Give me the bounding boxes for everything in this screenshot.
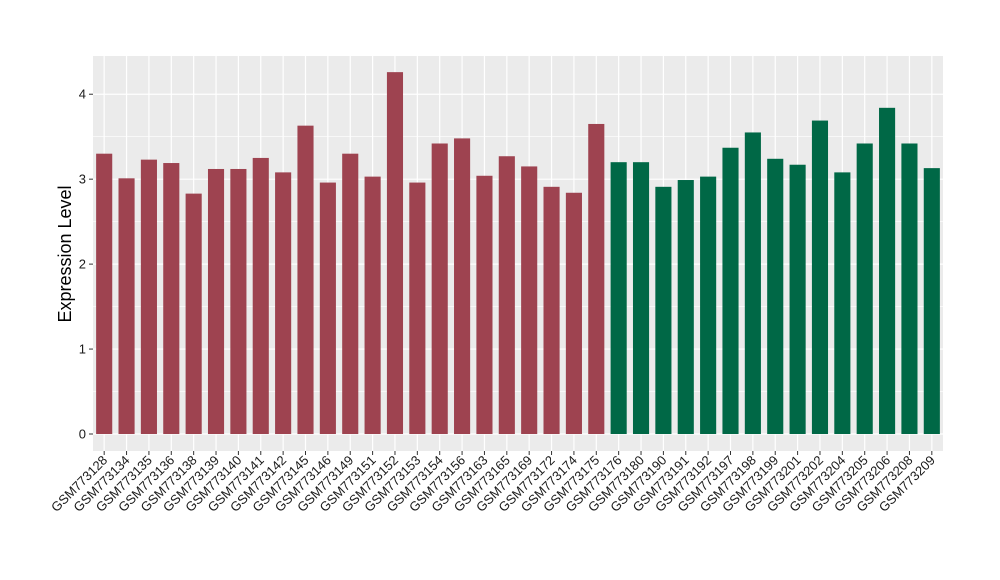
bar-GSM773134 (118, 178, 135, 435)
y-tick-label: 1 (79, 342, 86, 357)
bar-GSM773156 (454, 138, 471, 435)
bars (96, 72, 940, 435)
bar-GSM773140 (230, 168, 247, 435)
bar-GSM773175 (588, 123, 605, 435)
bar-GSM773208 (901, 143, 918, 435)
bar-GSM773142 (275, 172, 292, 435)
y-tick-label: 4 (79, 87, 86, 102)
bar-GSM773180 (632, 162, 650, 435)
bar-GSM773192 (700, 176, 717, 435)
bar-GSM773206 (879, 107, 896, 435)
bar-GSM773141 (252, 157, 269, 435)
y-tick-label: 3 (79, 172, 86, 187)
bar-GSM773136 (163, 163, 180, 435)
bar-GSM773172 (543, 186, 560, 435)
bar-GSM773139 (207, 168, 225, 435)
bar-GSM773165 (498, 156, 515, 435)
bar-GSM773198 (744, 132, 761, 435)
y-tick-label: 2 (79, 257, 86, 272)
bar-GSM773151 (364, 176, 381, 435)
bar-GSM773154 (431, 143, 448, 435)
bar-GSM773202 (811, 120, 829, 435)
bar-GSM773197 (722, 147, 739, 435)
bar-GSM773169 (521, 166, 538, 435)
bar-GSM773174 (565, 192, 582, 435)
y-axis: 0 1 2 3 4 (79, 87, 93, 442)
bar-GSM773152 (386, 72, 404, 435)
x-axis: GSM773128GSM773134GSM773135GSM773136GSM7… (48, 451, 938, 515)
bar-GSM773149 (342, 153, 359, 435)
bar-GSM773153 (409, 182, 426, 435)
bar-GSM773128 (96, 153, 113, 435)
y-tick-label: 0 (79, 427, 86, 442)
bar-GSM773135 (140, 159, 157, 435)
bar-GSM773190 (655, 186, 672, 435)
bar-GSM773145 (297, 125, 314, 435)
bar-GSM773138 (185, 193, 202, 435)
bar-GSM773205 (856, 143, 873, 435)
bar-GSM773201 (789, 164, 806, 435)
bar-GSM773163 (476, 175, 493, 435)
bar-GSM773199 (767, 158, 784, 435)
bar-GSM773176 (610, 162, 627, 435)
bar-GSM773191 (677, 180, 694, 435)
y-axis-title: Expression Level (55, 185, 75, 322)
bar-GSM773146 (319, 182, 336, 435)
bar-GSM773204 (834, 172, 851, 435)
bar-GSM773209 (923, 168, 940, 435)
